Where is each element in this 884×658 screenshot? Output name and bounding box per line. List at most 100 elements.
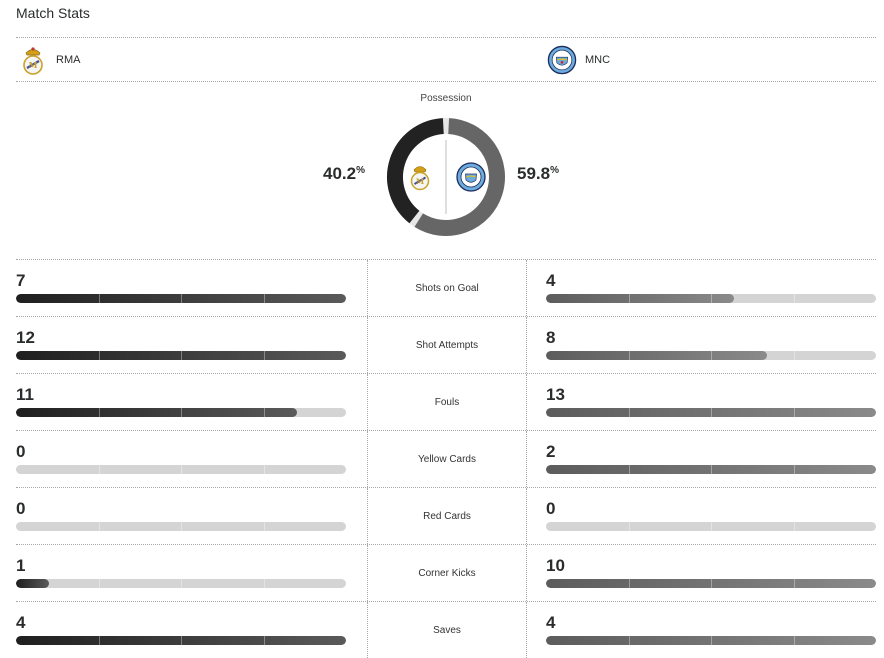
home-stat-bar [16, 579, 346, 588]
home-stat-value: 0 [16, 499, 26, 518]
bar-segment-tick [628, 465, 630, 474]
away-stat-value: 10 [546, 556, 565, 575]
home-stat-bar [16, 351, 346, 360]
stat-label: Yellow Cards [367, 431, 527, 487]
home-team[interactable]: M RMA [18, 44, 80, 76]
home-stat-value: 0 [16, 442, 26, 461]
bar-segment-tick [628, 636, 630, 645]
home-stat-bar [16, 408, 346, 417]
home-team-abbr: RMA [56, 54, 81, 66]
away-stat-bar [546, 636, 876, 645]
away-stat-value: 0 [546, 499, 556, 518]
bar-segment-tick [263, 408, 265, 417]
home-stat-bar [16, 636, 346, 645]
bar-segment-tick [263, 294, 265, 303]
bar-segment-tick [711, 294, 712, 303]
bar-segment-tick [98, 294, 100, 303]
bar-segment-tick [628, 579, 630, 588]
home-stat-value: 1 [16, 556, 26, 575]
away-stat-value: 4 [546, 613, 556, 632]
possession-label: Possession [420, 93, 472, 104]
bar-segment-tick [98, 522, 100, 531]
bar-segment-tick [628, 351, 630, 360]
away-team[interactable]: MNC [547, 44, 610, 76]
bar-segment-tick [181, 294, 182, 303]
bar-segment-tick [263, 636, 265, 645]
bar-segment-tick [793, 351, 795, 360]
stat-row: 0 Red Cards 0 [16, 487, 876, 544]
stat-row: 0 Yellow Cards 2 [16, 430, 876, 487]
manchester-city-crest-icon [456, 162, 486, 192]
section-title: Match Stats [16, 5, 90, 21]
bar-segment-tick [793, 408, 795, 417]
bar-segment-tick [793, 579, 795, 588]
away-stat-value: 13 [546, 385, 565, 404]
home-stat-bar-fill [16, 351, 346, 360]
home-stat-bar-fill [16, 408, 297, 417]
bar-segment-tick [263, 351, 265, 360]
home-stat-value: 4 [16, 613, 26, 632]
away-stat-bar [546, 408, 876, 417]
away-stat-value: 4 [546, 271, 556, 290]
away-team-abbr: MNC [585, 54, 611, 66]
real-madrid-crest-icon: M [23, 47, 43, 75]
home-stat-value: 12 [16, 328, 35, 347]
bar-segment-tick [181, 522, 182, 531]
stat-row: 12 Shot Attempts 8 [16, 316, 876, 373]
stat-row: 1 Corner Kicks 10 [16, 544, 876, 601]
stat-label: Red Cards [367, 488, 527, 544]
away-stat-bar-fill [546, 579, 876, 588]
stat-label: Corner Kicks [367, 545, 527, 601]
bar-segment-tick [263, 465, 265, 474]
bar-segment-tick [98, 579, 100, 588]
stat-label: Shots on Goal [367, 260, 527, 316]
away-stat-bar-fill [546, 465, 876, 474]
bar-segment-tick [711, 636, 712, 645]
bar-segment-tick [98, 351, 100, 360]
away-stat-bar [546, 465, 876, 474]
home-stat-value: 7 [16, 271, 26, 290]
home-stat-value: 11 [16, 385, 34, 404]
home-stat-bar [16, 294, 346, 303]
percent-sign: % [356, 165, 365, 176]
svg-text:M: M [416, 177, 424, 186]
home-possession-arc [387, 118, 445, 224]
stat-label: Shot Attempts [367, 317, 527, 373]
away-stat-bar-fill [546, 351, 768, 360]
home-possession-number: 40.2 [323, 164, 357, 183]
away-stat-bar [546, 579, 876, 588]
bar-segment-tick [793, 636, 795, 645]
home-stat-bar-fill [16, 294, 346, 303]
divider [16, 81, 876, 82]
stat-row: 11 Fouls 13 [16, 373, 876, 430]
away-stat-bar [546, 351, 876, 360]
bar-segment-tick [628, 294, 630, 303]
away-stat-bar [546, 294, 876, 303]
bar-segment-tick [263, 579, 265, 588]
manchester-city-crest-icon [547, 45, 577, 75]
home-possession-value: 40.2% [323, 164, 365, 184]
bar-segment-tick [628, 408, 630, 417]
bar-segment-tick [711, 522, 712, 531]
home-stat-bar-fill [16, 579, 49, 588]
stat-label: Saves [367, 602, 527, 658]
bar-segment-tick [181, 465, 182, 474]
away-stat-value: 2 [546, 442, 556, 461]
away-possession-number: 59.8 [517, 164, 551, 183]
bar-segment-tick [98, 408, 100, 417]
bar-segment-tick [793, 294, 795, 303]
bar-segment-tick [628, 522, 630, 531]
bar-segment-tick [711, 579, 712, 588]
bar-segment-tick [711, 408, 712, 417]
bar-segment-tick [793, 522, 795, 531]
away-possession-arc [414, 118, 505, 236]
home-stat-bar [16, 465, 346, 474]
away-stat-value: 8 [546, 328, 556, 347]
possession-donut-chart: M [387, 118, 505, 236]
divider [16, 37, 876, 38]
bar-segment-tick [181, 408, 182, 417]
bar-segment-tick [181, 579, 182, 588]
bar-segment-tick [98, 465, 100, 474]
bar-segment-tick [263, 522, 265, 531]
percent-sign: % [550, 165, 559, 176]
